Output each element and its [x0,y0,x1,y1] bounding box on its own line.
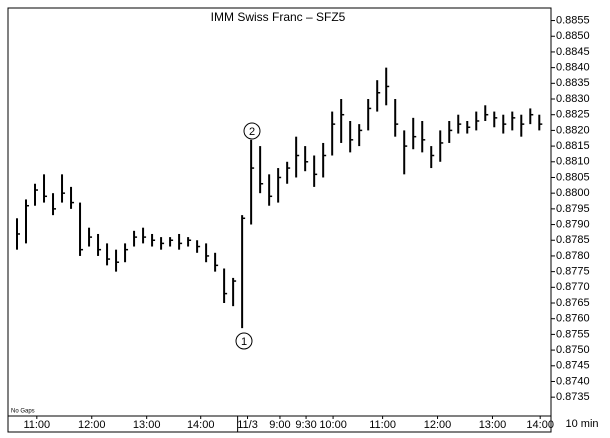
y-tick-label: 0.8830 [556,93,590,105]
y-tick-label: 0.8735 [556,391,590,403]
x-tick-label: 12:00 [78,419,106,431]
y-tick-label: 0.8765 [556,297,590,309]
y-tick-label: 0.8815 [556,140,590,152]
x-tick-label: 13:00 [479,419,507,431]
y-tick-label: 0.8790 [556,218,590,230]
y-tick-label: 0.8780 [556,250,590,262]
y-tick-label: 0.8755 [556,328,590,340]
y-tick-label: 0.8850 [556,30,590,42]
annotation: 2 [249,126,255,138]
note: No Gaps [11,409,35,415]
interval-label: 10 min [565,418,598,430]
y-tick-label: 0.8820 [556,124,590,136]
x-tick-label: 11:00 [23,419,50,431]
annotation-circle [235,332,253,350]
chart-title: IMM Swiss Franc – SFZ5 [211,10,346,24]
frame [7,7,552,433]
x-tick-label: 13:00 [133,419,161,431]
y-tick-label: 0.8835 [556,77,590,89]
x-tick-label: 10:00 [319,419,347,431]
x-tick-label: 14:00 [526,419,554,431]
annotation: 1 [241,336,247,348]
y-tick-label: 0.8795 [556,203,590,215]
y-tick-label: 0.8810 [556,156,590,168]
y-tick-label: 0.8805 [556,171,590,183]
x-tick-label: 11/3 [237,419,258,431]
y-tick-label: 0.8770 [556,281,590,293]
y-tick-label: 0.8800 [556,187,590,199]
y-tick-label: 0.8760 [556,313,590,325]
x-tick-label: 11:00 [369,419,396,431]
y-tick-label: 0.8825 [556,109,590,121]
x-tick-label: 9:30 [295,419,316,431]
y-tick-label: 0.8775 [556,266,590,278]
y-tick-label: 0.8785 [556,234,590,246]
y-tick-label: 0.8845 [556,46,590,58]
y-tick-label: 0.8840 [556,62,590,74]
y-tick-label: 0.8855 [556,14,590,26]
annotation-circle [243,122,261,140]
x-tick-label: 9:00 [269,419,290,431]
y-tick-label: 0.8745 [556,360,590,372]
y-tick-label: 0.8740 [556,375,590,387]
y-tick-label: 0.8750 [556,344,590,356]
x-tick-label: 12:00 [424,419,452,431]
x-tick-label: 14:00 [187,419,215,431]
